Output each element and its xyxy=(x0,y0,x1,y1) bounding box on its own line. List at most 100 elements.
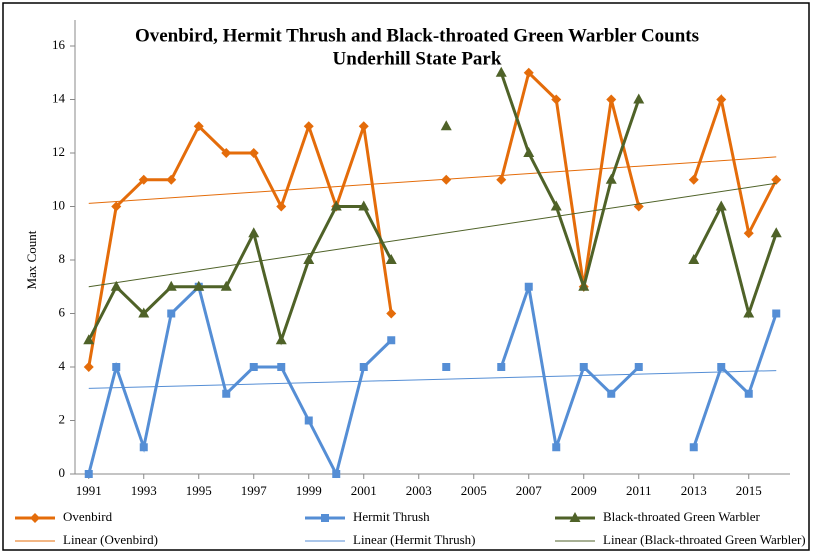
marker xyxy=(744,389,753,398)
marker xyxy=(633,93,645,104)
marker xyxy=(523,147,535,157)
marker xyxy=(497,363,506,371)
marker xyxy=(634,363,643,371)
marker xyxy=(248,227,260,238)
marker xyxy=(83,362,94,372)
marker xyxy=(496,174,507,185)
marker xyxy=(303,121,314,132)
chart-subtitle: Underhill State Park xyxy=(333,48,502,69)
x-tick-label: 1997 xyxy=(241,483,268,498)
marker xyxy=(606,94,617,105)
marker xyxy=(358,121,369,132)
marker xyxy=(524,282,533,291)
y-tick-label: 0 xyxy=(59,465,66,480)
marker xyxy=(440,120,452,131)
marker xyxy=(277,363,286,371)
marker xyxy=(321,514,329,522)
marker xyxy=(772,309,781,318)
marker xyxy=(689,443,698,452)
marker xyxy=(332,470,341,478)
x-tick-label: 2003 xyxy=(406,483,432,498)
marker xyxy=(442,363,451,371)
x-tick-label: 2013 xyxy=(681,483,707,498)
x-tick-label: 1995 xyxy=(186,483,212,498)
marker xyxy=(688,174,699,185)
x-tick-label: 2001 xyxy=(351,483,377,498)
marker xyxy=(441,174,452,185)
marker xyxy=(167,309,176,318)
legend-label: Black-throated Green Warbler xyxy=(603,509,760,524)
marker xyxy=(110,280,122,291)
legend-trend-label: Linear (Hermit Thrush) xyxy=(353,532,476,547)
marker xyxy=(193,280,205,291)
legend-label: Ovenbird xyxy=(63,509,113,524)
marker xyxy=(138,174,149,185)
marker xyxy=(304,416,313,425)
marker xyxy=(385,254,397,264)
y-tick-label: 2 xyxy=(59,411,66,426)
marker xyxy=(387,336,396,345)
x-tick-label: 1991 xyxy=(76,483,102,498)
y-tick-label: 6 xyxy=(59,304,66,319)
marker xyxy=(550,200,562,211)
marker xyxy=(112,363,121,371)
marker xyxy=(166,174,177,185)
marker xyxy=(605,173,617,184)
marker xyxy=(386,308,397,319)
marker xyxy=(30,513,40,523)
x-tick-label: 2011 xyxy=(626,483,652,498)
marker xyxy=(139,443,148,452)
marker xyxy=(84,470,93,478)
marker xyxy=(607,389,616,398)
x-tick-label: 2007 xyxy=(516,483,543,498)
marker xyxy=(552,443,561,452)
legend-label: Hermit Thrush xyxy=(353,509,430,524)
marker xyxy=(249,363,258,371)
marker xyxy=(222,389,231,398)
trendline xyxy=(88,156,777,204)
marker xyxy=(743,307,755,318)
series-line xyxy=(87,283,778,479)
marker xyxy=(579,363,588,371)
marker xyxy=(359,363,368,371)
x-tick-label: 1993 xyxy=(131,483,157,498)
marker xyxy=(330,200,342,211)
x-tick-label: 1999 xyxy=(296,483,322,498)
marker xyxy=(523,67,534,78)
marker xyxy=(770,227,782,238)
y-axis-label: Max Count xyxy=(24,230,39,289)
marker xyxy=(578,280,590,291)
marker xyxy=(165,280,177,291)
marker xyxy=(715,200,727,211)
marker xyxy=(495,66,507,77)
y-tick-label: 10 xyxy=(52,197,65,212)
x-tick-label: 2009 xyxy=(571,483,597,498)
marker xyxy=(138,307,150,318)
series-line xyxy=(87,69,778,368)
marker xyxy=(688,254,700,264)
marker xyxy=(220,280,232,291)
trendline xyxy=(88,370,777,389)
trendline xyxy=(88,182,777,288)
legend-trend-label: Linear (Ovenbird) xyxy=(63,532,158,547)
legend-trend-label: Linear (Black-throated Green Warbler) xyxy=(603,532,806,547)
marker xyxy=(193,121,204,132)
marker xyxy=(569,512,581,522)
series-line xyxy=(87,72,778,346)
marker xyxy=(276,201,287,212)
y-tick-label: 4 xyxy=(59,358,66,373)
marker xyxy=(275,334,287,345)
marker xyxy=(83,334,95,345)
x-tick-label: 2005 xyxy=(461,483,487,498)
marker xyxy=(771,174,782,185)
chart-title: Ovenbird, Hermit Thrush and Black-throat… xyxy=(135,25,699,46)
marker xyxy=(111,201,122,212)
y-tick-label: 8 xyxy=(59,251,66,266)
marker xyxy=(717,363,726,371)
x-tick-label: 2015 xyxy=(736,483,762,498)
y-tick-label: 12 xyxy=(52,144,65,159)
y-tick-label: 16 xyxy=(52,37,66,52)
marker xyxy=(743,228,754,239)
marker xyxy=(358,200,370,211)
